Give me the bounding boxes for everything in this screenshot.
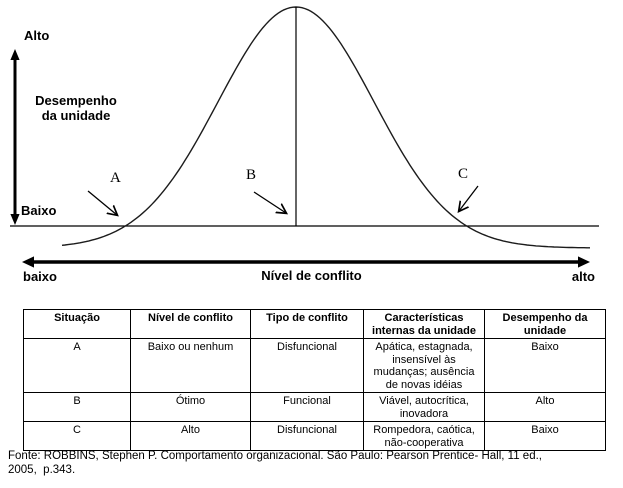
point-a-arrow [87,190,117,215]
point-c-arrow [459,185,479,211]
column-header-situacao: Situação [23,309,131,339]
y-axis-high-label: Alto [24,28,50,43]
source-citation: Fonte: ROBBINS, Stephen P. Comportamento… [8,450,542,476]
y-axis-arrow [10,49,20,225]
column-header-desempenho: Desempenho da unidade [484,309,606,339]
table-cell: A [23,338,131,393]
point-b-arrow [253,191,286,213]
bell-curve [61,6,590,249]
column-header-nivel: Nível de conflito [130,309,251,339]
point-b-label: B [246,167,257,183]
conflict-performance-diagram: Alto Desempenho da unidade Baixo A B C b… [10,6,599,284]
table-cell: Rompedora, caótica, não-cooperativa [363,421,485,451]
diagram-canvas [10,6,599,268]
table-row-a: A Baixo ou nenhum Disfuncional Apática, … [23,338,606,393]
column-header-caracteristicas: Características internas da unidade [363,309,485,339]
table-cell: Alto [130,421,251,451]
y-axis-low-label: Baixo [21,203,57,218]
x-axis-arrow [22,256,590,268]
x-axis-low-label: baixo [23,269,57,284]
table-cell: Baixo [484,338,606,393]
table-cell: Alto [484,392,606,422]
table-cell: Ótimo [130,392,251,422]
table-row-c: C Alto Disfuncional Rompedora, caótica, … [23,421,606,451]
table-cell: Baixo ou nenhum [130,338,251,393]
table-row-b: B Ótimo Funcional Viável, autocrítica, i… [23,392,606,422]
table-cell: Apática, estagnada, insensível às mudanç… [363,338,485,393]
table-cell: C [23,421,131,451]
table-cell: Baixo [484,421,606,451]
column-header-tipo: Tipo de conflito [250,309,364,339]
table-cell: Funcional [250,392,364,422]
conflict-table: Situação Nível de conflito Tipo de confl… [23,309,606,451]
table-cell: Disfuncional [250,421,364,451]
table-cell: B [23,392,131,422]
point-a-label: A [110,170,121,186]
table-header-row: Situação Nível de conflito Tipo de confl… [23,309,606,339]
table-cell: Viável, autocrítica, inovadora [363,392,485,422]
y-axis-title: Desempenho da unidade [35,93,117,123]
x-axis-high-label: alto [571,269,595,284]
table-cell: Disfuncional [250,338,364,393]
point-c-label: C [458,166,469,182]
